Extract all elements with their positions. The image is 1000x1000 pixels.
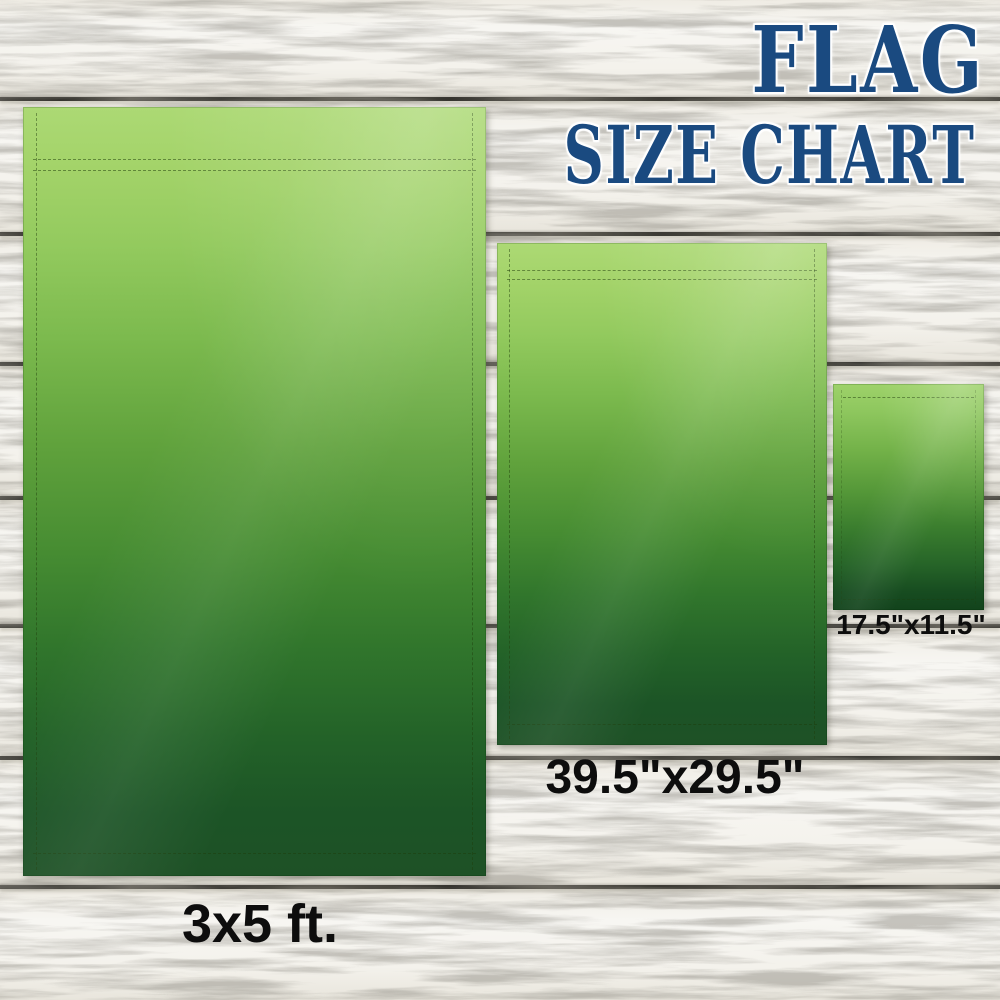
stitch-line bbox=[472, 113, 473, 870]
stitch-line bbox=[507, 724, 817, 725]
flag-large bbox=[23, 107, 486, 876]
stitch-line bbox=[975, 390, 976, 604]
stitch-line bbox=[814, 249, 815, 739]
stitch-line bbox=[507, 270, 817, 271]
plank-seam bbox=[0, 885, 1000, 889]
stitch-line bbox=[33, 159, 476, 160]
flag-medium-size-label: 39.5"x29.5" bbox=[545, 751, 805, 804]
flag-medium bbox=[497, 243, 827, 745]
flag-small bbox=[833, 384, 984, 610]
page-title-line2: SIZE CHART bbox=[563, 108, 975, 202]
flag-large-size-label: 3x5 ft. bbox=[181, 894, 339, 954]
stitch-line bbox=[36, 113, 37, 870]
stitch-line bbox=[33, 853, 476, 854]
stitch-line bbox=[33, 170, 476, 171]
stitch-line bbox=[843, 599, 974, 600]
stitch-line bbox=[509, 249, 510, 739]
stitch-line bbox=[841, 390, 842, 604]
stitch-line bbox=[843, 397, 974, 398]
flag-small-size-label: 17.5"x11.5" bbox=[836, 609, 986, 640]
page-title-line1: FLAG bbox=[751, 6, 985, 114]
stitch-line bbox=[507, 279, 817, 280]
